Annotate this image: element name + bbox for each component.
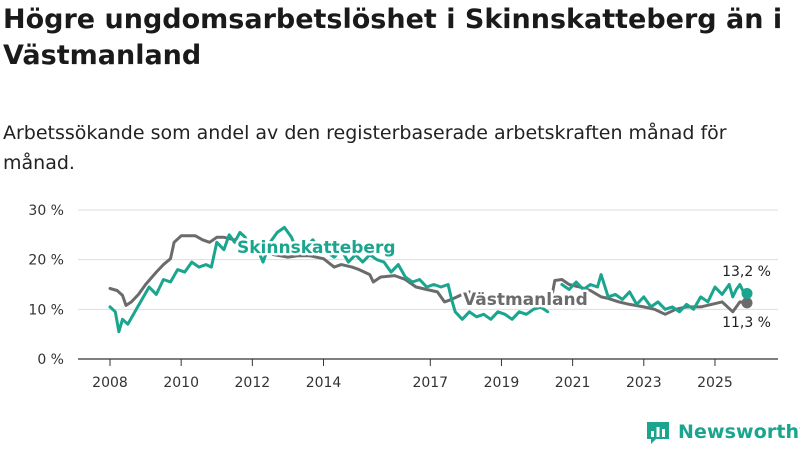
x-tick-label: 2012 — [235, 375, 271, 391]
x-axis: 2008 2010 2012 2014 2017 2019 2021 2023 2025 — [92, 359, 733, 391]
y-tick-label: 0 % — [37, 352, 64, 368]
series-label-skinnskatteberg-halo: Skinnskatteberg — [237, 238, 396, 258]
x-tick-label: 2019 — [484, 375, 520, 391]
x-tick-label: 2021 — [555, 375, 591, 391]
series-label-vastmanland-halo: Västmanland — [463, 290, 588, 310]
series-label-skinnskatteberg: Skinnskatteberg — [237, 238, 396, 258]
end-point-vastmanland — [741, 297, 753, 309]
x-tick-label: 2008 — [92, 375, 128, 391]
end-point-skinnskatteberg — [741, 287, 753, 299]
y-axis-labels: 0 % 10 % 20 % 30 % — [28, 203, 64, 368]
end-value-vastmanland: 11,3 % — [722, 315, 771, 331]
series-labels: SkinnskattebergSkinnskattebergVästmanlan… — [235, 236, 774, 334]
y-tick-label: 20 % — [28, 253, 64, 269]
x-tick-label: 2025 — [697, 375, 733, 391]
series-line-skinnskatteberg — [560, 273, 749, 314]
chart-title: Högre ungdomsarbetslöshet i Skinnskatteb… — [3, 4, 783, 71]
x-tick-label: 2014 — [306, 375, 342, 391]
x-tick-label: 2023 — [626, 375, 662, 391]
y-tick-label: 30 % — [28, 203, 64, 219]
series-lines — [108, 225, 753, 334]
series-line-vastmanland — [108, 234, 471, 307]
x-tick-label: 2017 — [412, 375, 448, 391]
newsworthy-logo[interactable]: Newsworthy — [645, 419, 800, 445]
end-value-skinnskatteberg-halo: 13,2 % — [722, 264, 771, 280]
end-value-skinnskatteberg: 13,2 % — [722, 264, 771, 280]
y-tick-label: 10 % — [28, 302, 64, 318]
end-value-vastmanland-halo: 11,3 % — [722, 315, 771, 331]
series-label-vastmanland: Västmanland — [463, 290, 588, 310]
x-tick-label: 2010 — [163, 375, 199, 391]
bar-chart-logo-icon — [647, 422, 669, 444]
brand-name: Newsworthy — [678, 421, 800, 443]
chart-subtitle: Arbetssökande som andel av den registerb… — [3, 122, 727, 174]
series-line-skinnskatteberg — [108, 225, 550, 334]
grid-lines — [78, 209, 778, 360]
